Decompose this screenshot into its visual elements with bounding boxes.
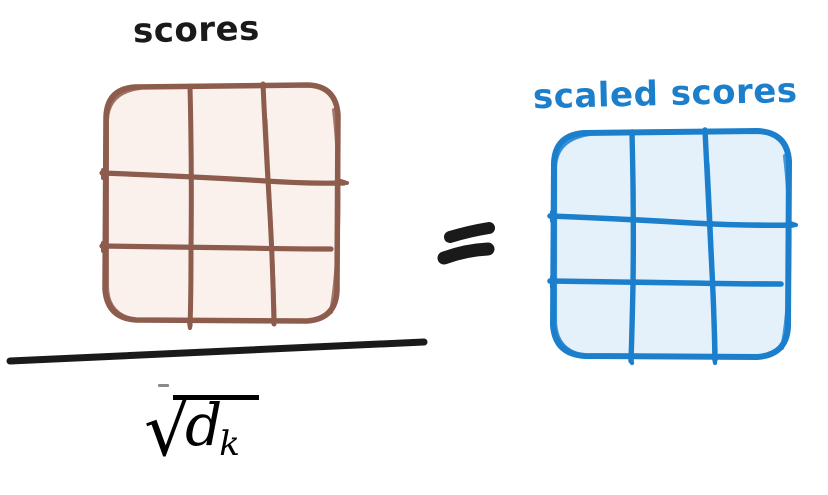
scores-label: scores xyxy=(132,8,261,52)
scores-grid-tick-right xyxy=(339,179,349,185)
scaled-scores-label: scaled scores xyxy=(532,70,798,118)
denominator-sqrt-dk: √dk xyxy=(140,387,259,473)
fraction-bar-line xyxy=(6,338,428,365)
equals-sign-stroke-top xyxy=(444,222,495,243)
scores-grid-fill xyxy=(105,85,338,321)
scaled-scores-grid-border-overdraw xyxy=(552,131,592,359)
scores-grid-vline-2-overdraw xyxy=(264,118,277,320)
stray-tick-mark xyxy=(158,384,169,387)
scaled-scores-grid-fill xyxy=(553,131,789,357)
scaled-scores-grid-hline-2 xyxy=(547,278,784,287)
equals-sign-stroke-bottom xyxy=(437,242,495,265)
scores-grid-vline-1 xyxy=(187,83,194,329)
scores-grid-tick-bottom xyxy=(187,320,192,330)
scores-grid-shape xyxy=(99,81,349,330)
scores-grid-border-overdraw xyxy=(105,86,142,322)
scaled-scores-grid-border-overdraw-right xyxy=(779,153,792,351)
scores-grid-hline-2 xyxy=(99,243,334,252)
scaled-scores-grid-hline-1 xyxy=(547,213,796,229)
scaled-scores-grid-tick-right xyxy=(787,220,799,228)
radicand-subscript: k xyxy=(219,424,240,464)
radical-group: √dk xyxy=(140,387,259,473)
scores-grid-hline-1 xyxy=(99,170,347,186)
radical-vinculum xyxy=(173,395,259,400)
radicand-base: d xyxy=(185,391,223,459)
radicand: dk xyxy=(185,392,240,461)
scaled-scores-grid-tick-bottom xyxy=(628,354,635,366)
scores-grid-border-overdraw-right xyxy=(329,108,341,314)
scaled-scores-grid-shape xyxy=(547,127,799,366)
scaled-scores-grid-vline-2-overdraw xyxy=(706,162,718,354)
radical-sign: √ xyxy=(144,387,192,473)
scaled-scores-grid-border xyxy=(550,128,792,360)
scaled-scores-grid-vline-1 xyxy=(628,129,637,364)
scaled-scores-grid-tick-bottom-2 xyxy=(711,354,718,366)
